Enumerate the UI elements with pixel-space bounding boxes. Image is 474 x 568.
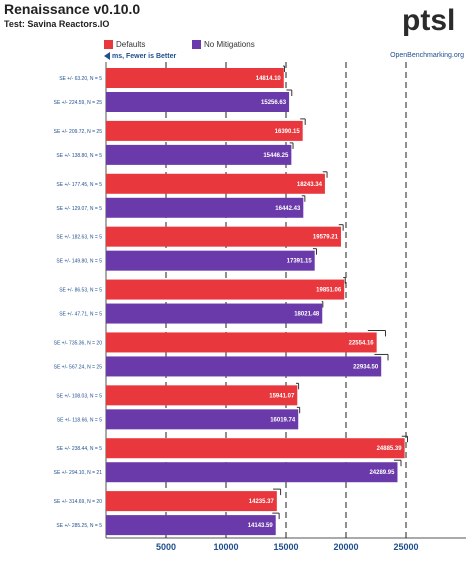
x-tick-label-10000: 10000 bbox=[213, 542, 238, 552]
bar-6-1 bbox=[106, 409, 299, 430]
row-label-2-1: SE +/- 129.07, N = 5 bbox=[56, 206, 102, 212]
bar-value-3-0: 19579.21 bbox=[313, 235, 339, 241]
bar-value-4-1: 18021.48 bbox=[294, 312, 320, 318]
legend-label-no-mitigations: No Mitigations bbox=[204, 40, 255, 49]
bar-5-0 bbox=[106, 332, 377, 353]
bar-value-1-0: 16390.15 bbox=[275, 129, 301, 135]
bar-value-1-1: 15446.25 bbox=[263, 153, 289, 159]
legend-swatch-defaults bbox=[104, 40, 113, 49]
row-label-0-1: SE +/- 224.59, N = 25 bbox=[54, 100, 103, 106]
legend-label-defaults: Defaults bbox=[116, 40, 146, 49]
bar-value-6-1: 16019.74 bbox=[270, 417, 296, 423]
bar-0-0 bbox=[106, 68, 284, 88]
row-label-5-0: SE +/- 735.36, N = 20 bbox=[54, 340, 103, 346]
row-label-8-1: SE +/- 285.25, N = 5 bbox=[56, 523, 102, 529]
row-label-6-0: SE +/- 108.03, N = 5 bbox=[56, 393, 102, 399]
row-label-0-0: SE +/- 63.20, N = 5 bbox=[59, 76, 102, 82]
bar-value-8-0: 14235.37 bbox=[249, 499, 275, 505]
note-text: ms, Fewer is Better bbox=[112, 52, 177, 60]
bar-5-1 bbox=[106, 356, 382, 377]
bar-3-0 bbox=[106, 226, 341, 247]
bar-value-5-1: 22934.50 bbox=[353, 364, 379, 370]
bar-value-8-1: 14143.59 bbox=[248, 523, 274, 529]
row-label-3-0: SE +/- 182.63, N = 5 bbox=[56, 235, 102, 241]
legend-item-no-mitigations: No Mitigations bbox=[192, 40, 255, 49]
bar-8-0 bbox=[106, 491, 277, 512]
legend-item-defaults: Defaults bbox=[104, 40, 145, 49]
bar-6-0 bbox=[106, 385, 298, 406]
bar-2-1 bbox=[106, 197, 304, 218]
bar-value-4-0: 19851.06 bbox=[316, 288, 342, 294]
row-label-1-0: SE +/- 209.72, N = 25 bbox=[54, 129, 103, 135]
bar-7-0 bbox=[106, 438, 405, 459]
row-label-8-0: SE +/- 314.69, N = 20 bbox=[54, 499, 103, 505]
bar-3-1 bbox=[106, 250, 315, 271]
row-label-4-1: SE +/- 47.71, N = 5 bbox=[59, 312, 102, 318]
bar-1-0 bbox=[106, 120, 303, 141]
row-label-7-0: SE +/- 238.44, N = 5 bbox=[56, 446, 102, 452]
row-label-5-1: SE +/- 567.24, N = 25 bbox=[54, 364, 103, 370]
row-label-2-0: SE +/- 177.45, N = 5 bbox=[56, 182, 102, 188]
bar-value-5-0: 22554.16 bbox=[349, 340, 375, 346]
bar-2-0 bbox=[106, 173, 325, 194]
bar-value-2-1: 16442.43 bbox=[275, 206, 301, 212]
ptsl-logo: ptsl bbox=[402, 4, 455, 36]
fewer-is-better-note: ms, Fewer is Better bbox=[104, 52, 176, 60]
x-tick-label-5000: 5000 bbox=[156, 542, 176, 552]
bar-value-7-0: 24885.39 bbox=[377, 446, 403, 452]
chart-subtitle: Test: Savina Reactors.IO bbox=[4, 19, 110, 29]
row-label-7-1: SE +/- 294.10, N = 21 bbox=[54, 470, 103, 476]
logo-text: ptsl bbox=[402, 4, 455, 36]
x-tick-label-15000: 15000 bbox=[273, 542, 298, 552]
bar-1-1 bbox=[106, 144, 292, 165]
bar-0-1 bbox=[106, 92, 290, 112]
row-label-3-1: SE +/- 149.80, N = 5 bbox=[56, 259, 102, 265]
chart-title: Renaissance v0.10.0 bbox=[4, 1, 141, 17]
openbenchmarking-link[interactable]: OpenBenchmarking.org bbox=[390, 52, 464, 59]
x-tick-label-25000: 25000 bbox=[393, 542, 418, 552]
left-arrow-icon bbox=[104, 52, 110, 60]
row-label-1-1: SE +/- 138.80, N = 5 bbox=[56, 153, 102, 159]
legend-swatch-no-mitigations bbox=[192, 40, 201, 49]
bar-value-3-1: 17391.15 bbox=[287, 259, 313, 265]
bar-value-0-1: 15256.63 bbox=[261, 100, 287, 106]
bar-value-2-0: 18243.34 bbox=[297, 182, 323, 188]
row-label-6-1: SE +/- 118.66, N = 5 bbox=[57, 417, 102, 423]
bar-value-6-0: 15941.07 bbox=[269, 393, 295, 399]
row-label-4-0: SE +/- 86.53, N = 5 bbox=[59, 288, 102, 294]
bar-7-1 bbox=[106, 462, 398, 483]
bar-value-0-0: 14814.10 bbox=[256, 76, 282, 82]
bar-8-1 bbox=[106, 515, 276, 536]
bar-value-7-1: 24289.95 bbox=[369, 470, 395, 476]
bar-4-1 bbox=[106, 303, 323, 324]
x-tick-label-20000: 20000 bbox=[333, 542, 358, 552]
bar-4-0 bbox=[106, 279, 345, 300]
